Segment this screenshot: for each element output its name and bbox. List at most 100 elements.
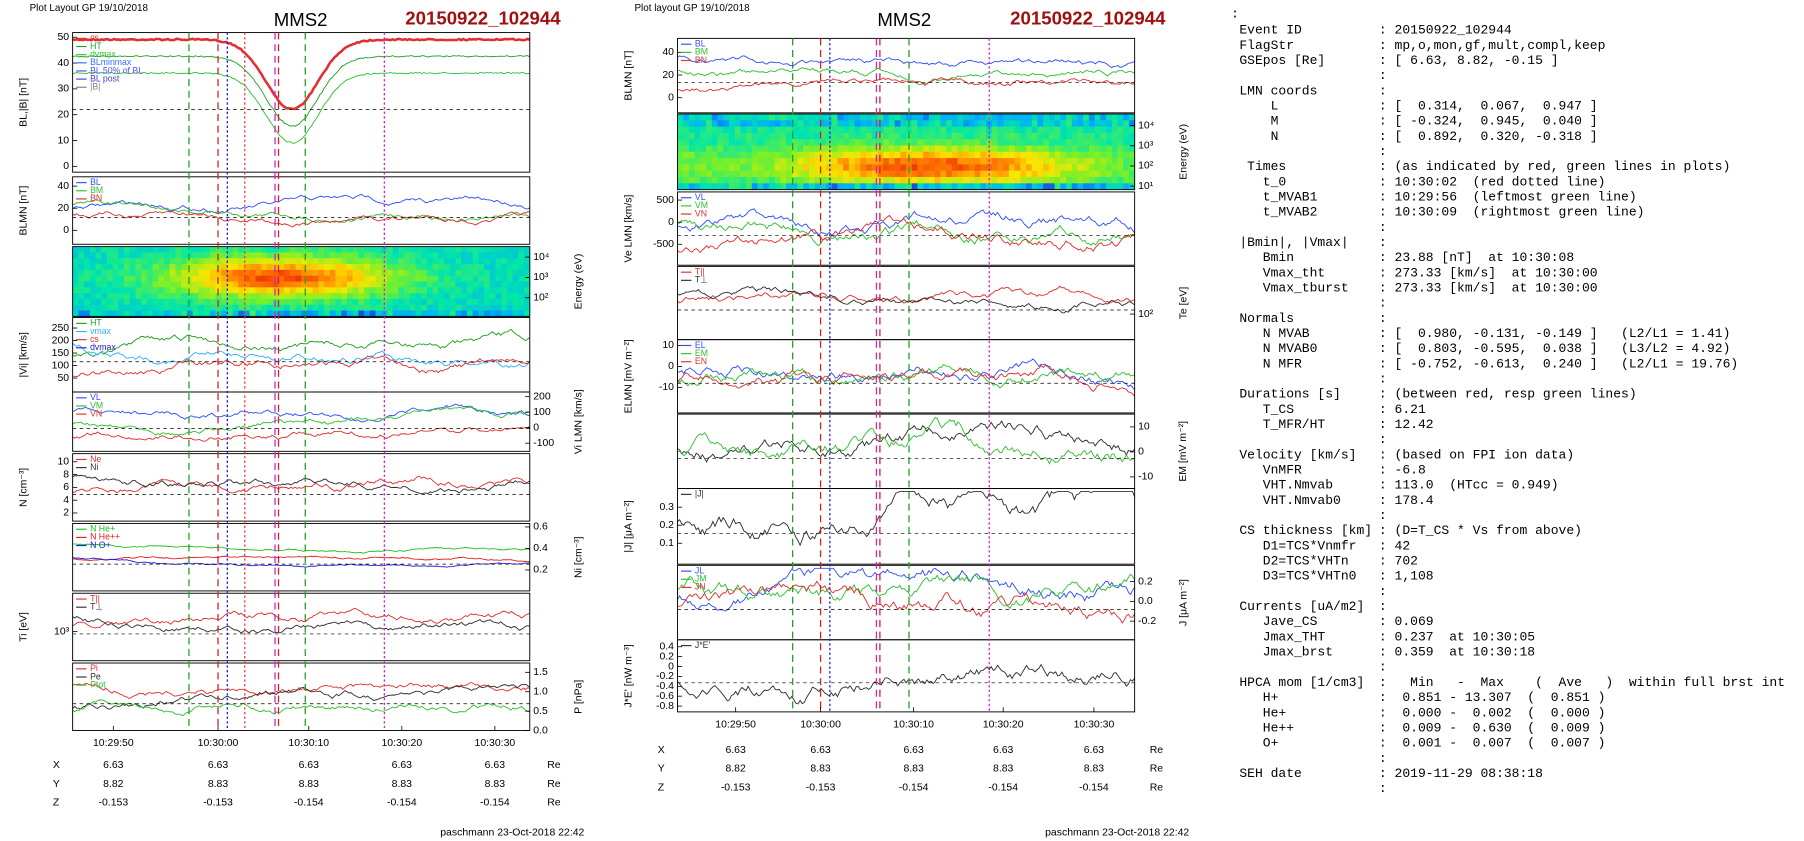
spectrogram-cell [84,310,91,317]
spectrogram-cell [512,275,519,282]
spectrogram-cell [141,264,148,271]
spectrogram-cell [786,145,793,153]
spectrogram-cell [478,275,485,282]
spectrogram-cell [221,304,228,312]
spectrogram-cell [272,298,279,306]
spectrogram-cell [791,177,798,184]
spectrogram-cell [928,177,936,184]
spectrogram-cell [774,177,781,184]
spectrogram-cell [186,298,194,306]
spectrogram-cell [974,120,981,128]
spectrogram-cell [78,264,85,271]
spectrogram-cell [346,252,354,259]
spectrogram-cell [997,120,1004,128]
spectrogram-cell [1026,151,1033,159]
spectrogram-cell [221,287,228,294]
text-value: : 0.069 [1379,614,1434,629]
spectrogram-cell [244,264,251,271]
y-tick-label: -10 [1138,472,1153,483]
spectrogram-cell [888,164,896,172]
spectrogram-cell [728,113,736,121]
spectrogram-cell [900,158,907,165]
spectrogram-cell [426,293,434,300]
spectrogram-cell [1031,177,1038,184]
spectrogram-cell [768,177,776,184]
spectrogram-cell [466,258,474,265]
spectrogram-cell [871,170,878,178]
spectrogram-cell [312,264,319,271]
spectrogram-cell [780,170,787,178]
spectrogram-cell [963,177,970,184]
spectrogram-cell [438,269,445,277]
trace [72,683,531,710]
spectrogram-cell [198,275,205,282]
spectrogram-cell [158,269,165,277]
spectrogram-cell [1117,113,1124,121]
spectrogram-cell [1077,170,1084,178]
spectrogram-cell [1094,164,1101,172]
spectrogram-cell [118,293,125,300]
text-value: : 0.009 - 0.630 ( 0.009 ) [1379,720,1606,735]
spectrogram-cell [158,304,165,312]
spectrogram-cell [997,164,1004,172]
spectrogram-cell [89,293,96,300]
spectrogram-cell [711,132,718,140]
spectrogram-cell [329,287,336,294]
spectrogram-cell [1048,132,1056,140]
spectrogram-cell [786,113,793,121]
coord-value: 8.83 [392,779,413,790]
spectrogram-cell [1106,183,1113,191]
spectrogram-cell [1060,126,1067,134]
spectrogram-cell [518,258,525,265]
spectrogram-cell [518,287,525,294]
spectrogram-cell [980,183,987,191]
legend-entry: HT [90,41,102,51]
spectrogram-cell [261,275,268,282]
text-key: t_MVAB1 [1239,190,1317,205]
spectrogram-cell [980,151,987,159]
spectrogram-cell [1008,164,1016,172]
spectrogram-cell [1014,170,1021,178]
spectrogram-cell [1066,126,1073,134]
spectrogram-cell [232,298,239,306]
spectrogram-cell [934,177,941,184]
spectrogram-cell [255,258,262,265]
spectrogram-cell [877,145,884,153]
text-value: : (D=T_CS * Vs from above) [1379,523,1582,538]
spectrogram-cell [814,126,821,134]
spectrogram-cell [997,132,1004,140]
spectrogram-cell [688,113,696,121]
spectrogram-cell [329,252,336,259]
y-tick-label: 20 [58,109,70,120]
spectrogram-cell [940,139,947,146]
plot-title: MMS2 [877,9,931,30]
spectrogram-cell [209,264,216,271]
spectrogram-cell [1003,183,1010,191]
spectrogram-cell [751,164,758,172]
spectrogram-cell [124,252,131,259]
spectrogram-cell [1117,120,1124,128]
spectrogram-cell [261,298,268,306]
spectrogram-cell [951,120,958,128]
spectrogram-cell [763,145,770,153]
spectrogram-cell [192,293,199,300]
spectrogram-cell [1014,145,1021,153]
spectrogram-cell [232,252,239,259]
spectrogram-cell [843,164,850,172]
spectrogram-cell [335,310,342,317]
spectrogram-cell [358,304,365,312]
spectrogram-cell [135,298,142,306]
spectrogram-cell [101,252,108,259]
spectrogram-cell [249,287,256,294]
y-axis-label: |Vi| [km/s] [19,332,30,377]
spectrogram-cell [501,298,508,306]
spectrogram-cell [957,139,964,146]
spectrogram-cell [837,113,844,121]
spectrogram-cell [409,310,416,317]
spectrogram-cell [700,170,707,178]
y-tick-label: -100 [533,438,554,449]
spectrogram-cell [352,304,359,312]
spectrogram-cell [808,158,816,165]
spectrogram-cell [991,183,998,191]
